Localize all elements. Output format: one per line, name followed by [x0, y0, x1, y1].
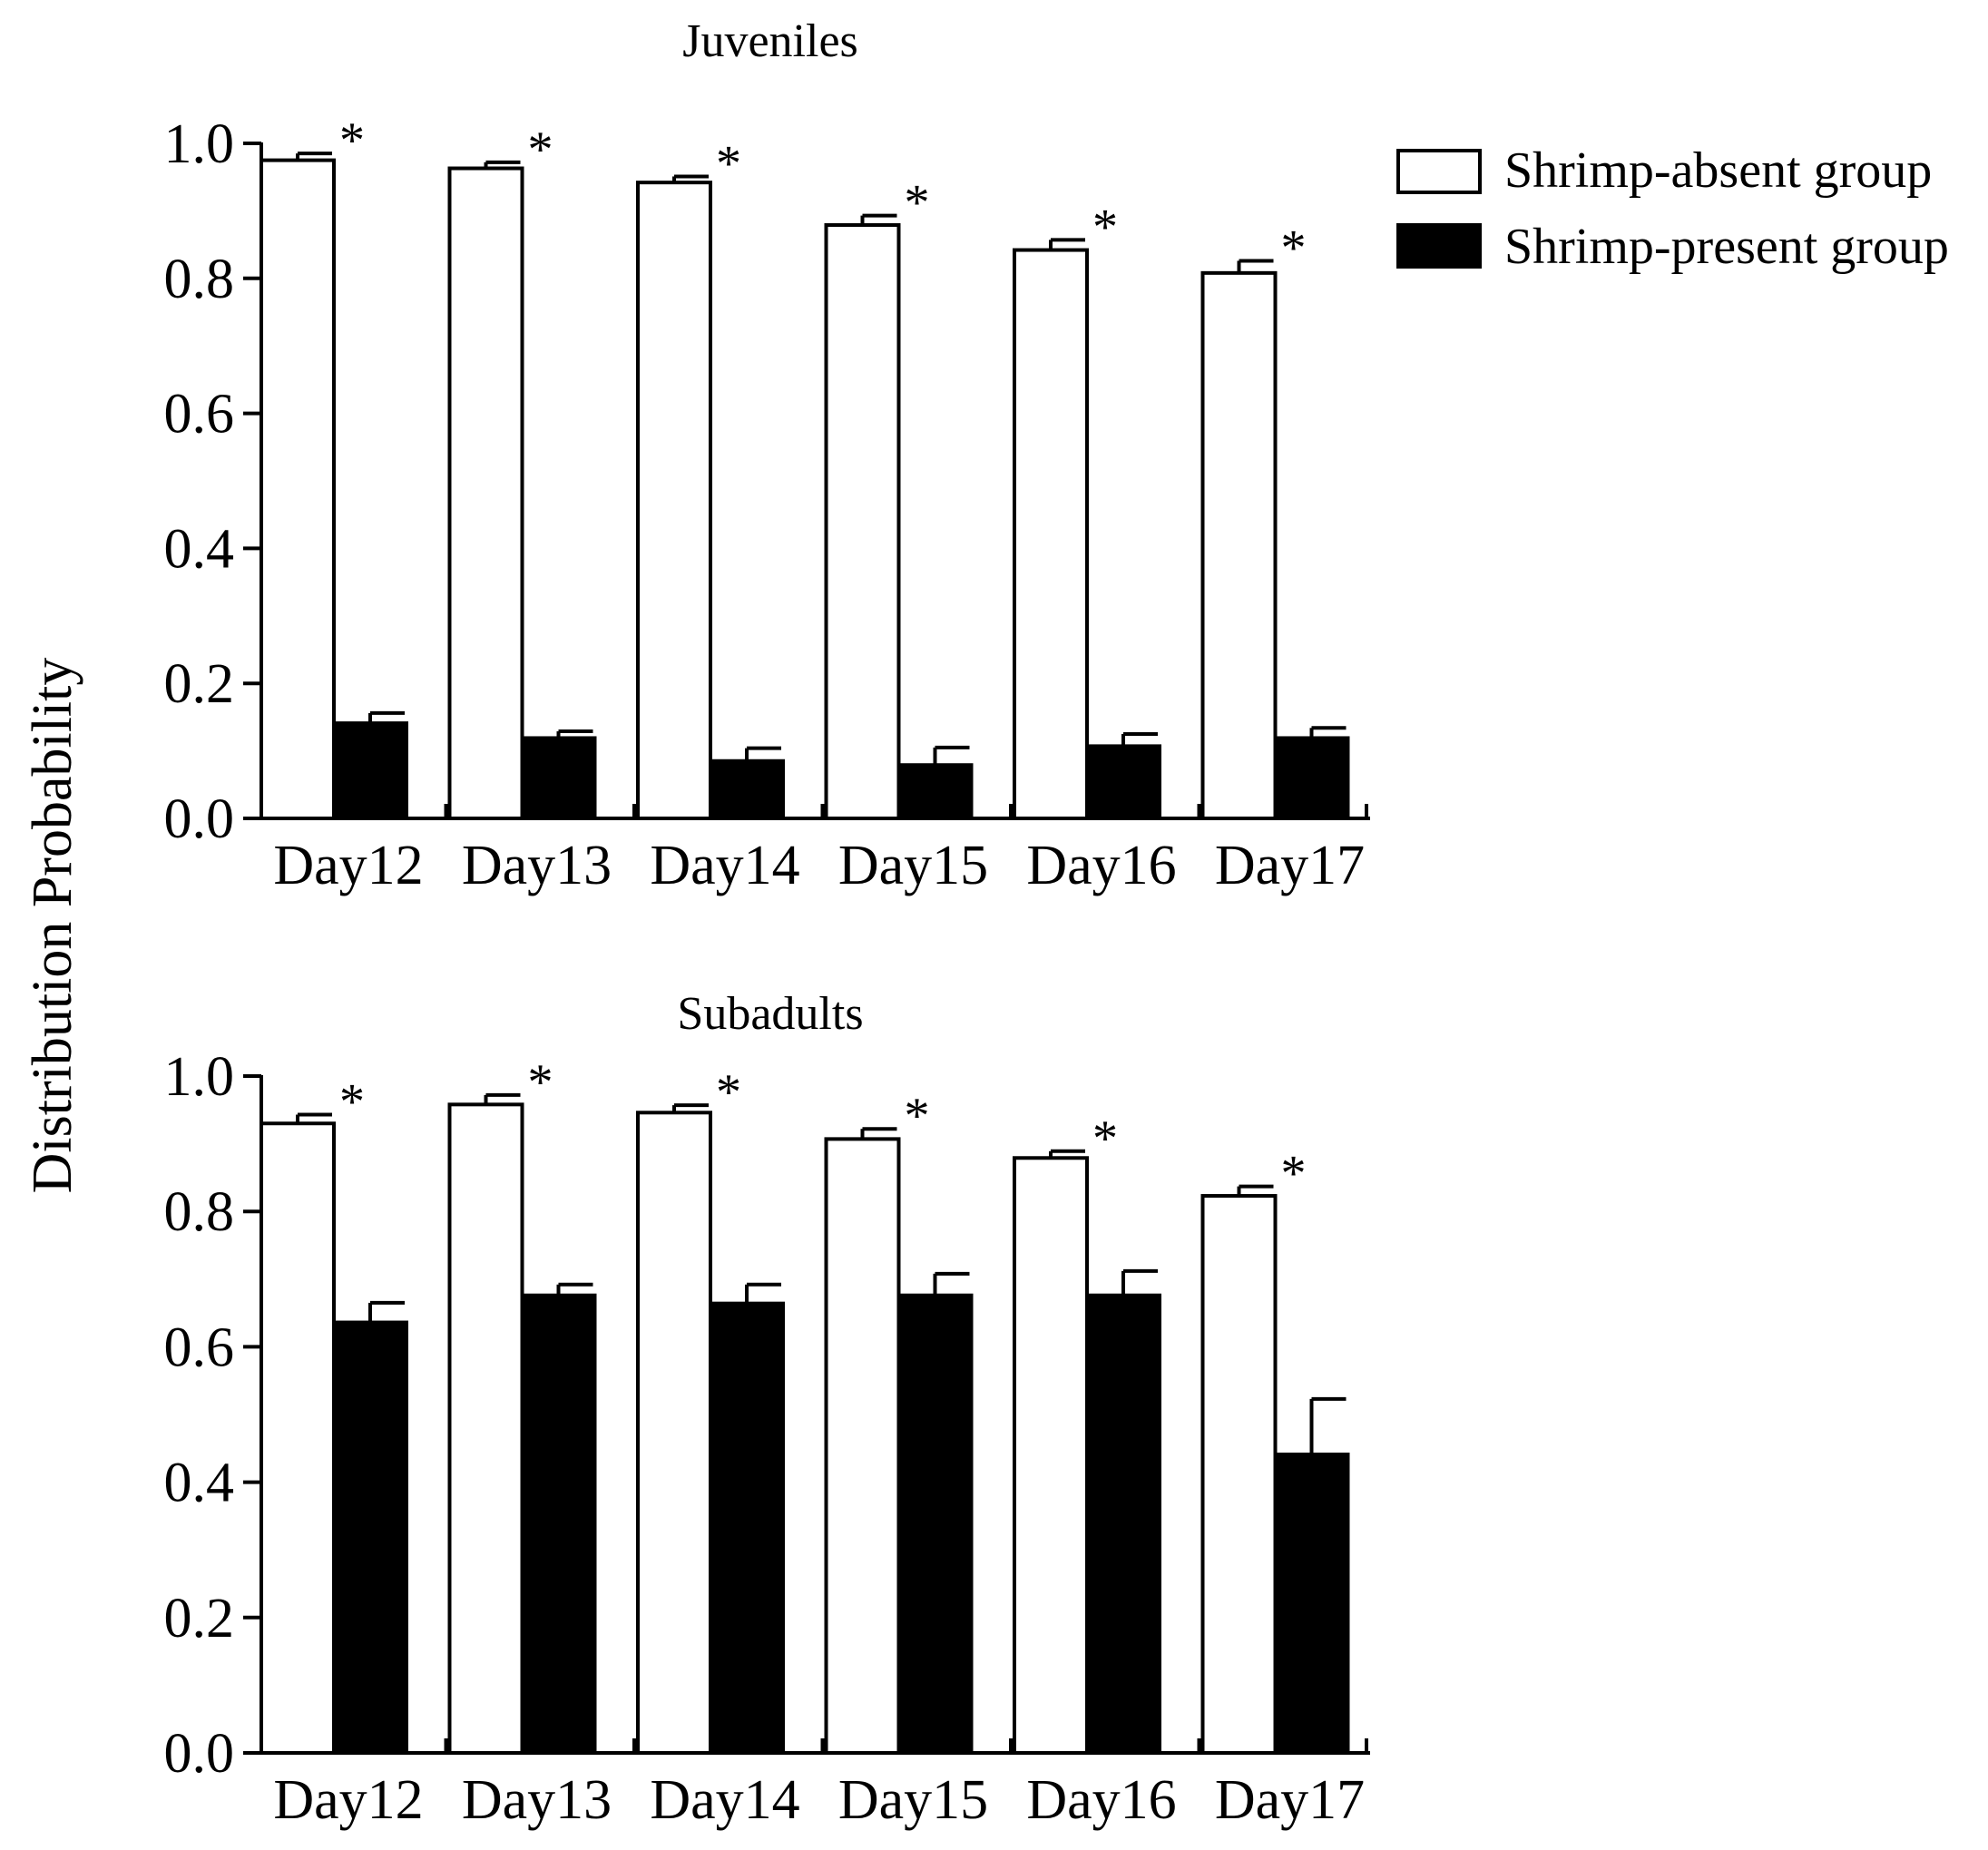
- bar-shrimp-absent: [824, 1137, 901, 1756]
- bar-shrimp-absent: [1013, 1156, 1089, 1755]
- significance-star: *: [528, 1054, 553, 1111]
- bar-shrimp-present: [1273, 1453, 1350, 1756]
- x-tick-label: Day13: [462, 1769, 612, 1831]
- y-tick-label: 0.6: [164, 384, 235, 445]
- significance-star: *: [339, 1074, 365, 1131]
- x-tick-label: Day12: [273, 1769, 423, 1831]
- panel-title: Juveniles: [682, 15, 858, 67]
- legend-swatch-shrimp-present: [1396, 223, 1482, 269]
- y-tick-label: 0.8: [164, 249, 235, 310]
- x-tick-label: Day17: [1215, 1769, 1365, 1831]
- y-tick-label: 0.4: [164, 518, 235, 580]
- bar-shrimp-present: [709, 1301, 785, 1755]
- bar-shrimp-present: [1273, 736, 1350, 820]
- panel-title: Subadults: [677, 988, 863, 1040]
- x-tick-label: Day12: [273, 835, 423, 896]
- y-tick-label: 0.6: [164, 1317, 235, 1378]
- y-tick-label: 0.4: [164, 1453, 235, 1514]
- x-tick-label: Day14: [650, 835, 799, 896]
- y-tick-label: 0.2: [164, 1588, 235, 1649]
- bar-shrimp-present: [709, 759, 785, 821]
- bar-shrimp-present: [1085, 1293, 1161, 1755]
- x-tick-label: Day13: [462, 835, 612, 896]
- bar-shrimp-absent: [447, 1102, 524, 1756]
- panel-juveniles: Juveniles 0.0 0.2 0.4 0.6 0.8 1.0 * Day12 * Day13 *…: [164, 15, 1370, 896]
- y-tick-label: 0.2: [164, 653, 235, 715]
- legend-label-shrimp-absent: Shrimp-absent group: [1504, 142, 1932, 199]
- y-axis-label: Distribution Probability: [22, 658, 83, 1194]
- legend: Shrimp-absent group Shrimp-present group: [1396, 142, 1949, 275]
- bar-shrimp-absent: [260, 1121, 336, 1755]
- x-tick-label: Day15: [838, 1769, 988, 1831]
- significance-star: *: [528, 122, 553, 178]
- y-tick-label: 0.8: [164, 1181, 235, 1243]
- bar-shrimp-present: [896, 1293, 974, 1755]
- x-tick-label: Day17: [1215, 835, 1365, 896]
- significance-star: *: [716, 135, 741, 191]
- bar-shrimp-present: [1085, 744, 1161, 821]
- x-tick-label: Day16: [1026, 1769, 1176, 1831]
- significance-star: *: [1092, 1111, 1118, 1167]
- significance-star: *: [1092, 199, 1118, 255]
- significance-star: *: [716, 1064, 741, 1121]
- x-tick-label: Day14: [650, 1769, 799, 1831]
- y-tick-label: 1.0: [164, 1046, 235, 1108]
- bar-shrimp-present: [332, 721, 408, 821]
- bar-shrimp-absent: [447, 166, 524, 820]
- bar-shrimp-present: [332, 1320, 408, 1755]
- bar-shrimp-absent: [636, 181, 712, 821]
- bar-shrimp-absent: [1200, 1194, 1278, 1755]
- x-tick-label: Day16: [1026, 835, 1176, 896]
- legend-label-shrimp-present: Shrimp-present group: [1504, 219, 1949, 275]
- bar-shrimp-present: [520, 736, 597, 820]
- significance-star: *: [1281, 220, 1307, 276]
- x-tick-label: Day15: [838, 835, 988, 896]
- bar-shrimp-present: [520, 1293, 597, 1755]
- panel-subadults: Subadults 0.0 0.2 0.4 0.6 0.8 1.0 * Day12 * Day13 *…: [164, 988, 1370, 1831]
- bar-shrimp-absent: [1013, 248, 1089, 820]
- significance-star: *: [905, 175, 930, 231]
- legend-swatch-shrimp-absent: [1396, 149, 1482, 194]
- y-tick-label: 0.0: [164, 1723, 235, 1785]
- bar-shrimp-absent: [1200, 270, 1278, 820]
- significance-star: *: [339, 113, 365, 169]
- y-tick-label: 0.0: [164, 788, 235, 850]
- bar-shrimp-absent: [636, 1111, 712, 1756]
- bar-shrimp-present: [896, 763, 974, 820]
- significance-star: *: [1281, 1146, 1307, 1202]
- significance-star: *: [905, 1088, 930, 1144]
- y-tick-label: 1.0: [164, 113, 235, 175]
- bar-shrimp-absent: [824, 223, 901, 821]
- bar-shrimp-absent: [260, 158, 336, 821]
